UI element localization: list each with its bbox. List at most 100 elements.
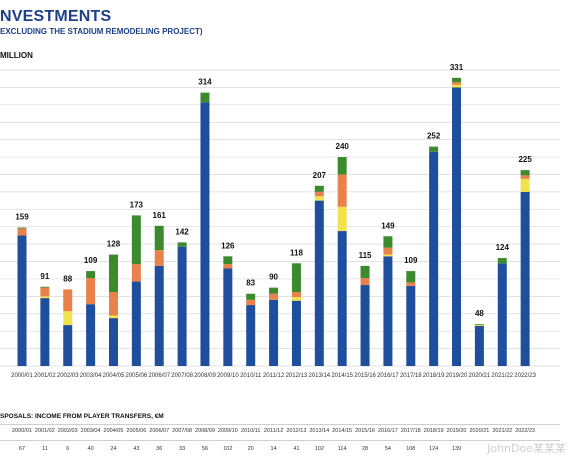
- data-label: 159: [15, 213, 29, 222]
- data-label: 115: [359, 251, 372, 260]
- table-season-cell: 2012/13: [286, 428, 307, 434]
- bar-segment-2016-17-2: [383, 247, 393, 255]
- bar-segment-2002-03-0: [63, 325, 73, 366]
- table-value-cell: 14: [270, 446, 277, 452]
- bar-segment-2001-02-1: [40, 296, 50, 299]
- bar-segment-2018-19-0: [429, 151, 439, 366]
- data-label: 161: [153, 211, 167, 220]
- table-season-cell: 2020/21: [469, 428, 490, 434]
- bar-segment-2018-19-3: [429, 146, 439, 152]
- x-tick-label: 2000/01: [11, 373, 33, 379]
- data-label: 173: [130, 200, 144, 209]
- table-season-cell: 2010/11: [240, 428, 261, 434]
- table-season-cell: 2007/08: [172, 428, 193, 434]
- table-value-cell: 20: [247, 446, 254, 452]
- x-tick-label: 2008/09: [194, 373, 216, 379]
- table-season-cell: 2018/19: [423, 428, 444, 434]
- x-tick-label: 2006/07: [148, 373, 170, 379]
- bar-segment-2009-10-0: [223, 268, 233, 366]
- data-label: 126: [221, 241, 235, 250]
- bar-segment-2019-20-2: [452, 82, 462, 85]
- table-value-cell: 114: [337, 446, 347, 452]
- x-tick-label: 2001/02: [34, 373, 56, 379]
- data-label: 331: [450, 63, 464, 72]
- bar-segment-2014-15-1: [337, 206, 347, 232]
- bar-segment-2013-14-3: [314, 185, 324, 192]
- bar-segment-2001-02-3: [40, 286, 50, 288]
- data-label: 128: [107, 240, 121, 249]
- investments-chart: 159 2000/01 91 2001/02 88 2002/03 109 2003/04 12…: [0, 63, 560, 379]
- bar-segment-2012-13-0: [291, 300, 301, 366]
- data-label: 142: [175, 227, 189, 236]
- table-season-cell: 2015/16: [355, 428, 375, 434]
- x-tick-label: 2019/20: [446, 373, 468, 379]
- x-tick-label: 2003/04: [80, 373, 102, 379]
- bar-segment-2017-18-3: [406, 271, 416, 283]
- data-label: 252: [427, 132, 441, 141]
- data-label: 124: [496, 243, 510, 252]
- bar-segment-2002-03-2: [63, 289, 73, 312]
- x-tick-label: 2021/22: [491, 373, 513, 379]
- bar-segment-2005-06-0: [131, 281, 141, 366]
- bar-segment-2020-21-1: [474, 325, 484, 326]
- table-value-cell: 11: [42, 446, 48, 452]
- bar-segment-2013-14-2: [314, 191, 324, 197]
- bar-segment-2022-23-3: [520, 170, 530, 176]
- bar-segment-2017-18-0: [406, 285, 416, 366]
- bar-segment-2001-02-2: [40, 287, 50, 297]
- bar-segment-2021-22-0: [497, 263, 507, 366]
- transfers-seasons-row: 2000/01 2001/02 2002/03 2003/04 2004/05 2005/…: [0, 428, 572, 438]
- bar-segment-2011-12-0: [269, 299, 279, 366]
- table-value-cell: 54: [384, 446, 391, 452]
- table-divider: [0, 424, 560, 425]
- chart-subtitle: EXCLUDING THE STADIUM REMODELING PROJECT…: [0, 27, 203, 36]
- data-label: 149: [381, 221, 395, 230]
- bar-segment-2001-02-0: [40, 298, 50, 366]
- data-label: 225: [518, 155, 532, 164]
- bar-segment-2013-14-1: [314, 196, 324, 201]
- bar-segment-2000-01-3: [17, 227, 27, 229]
- transfers-table-title: SPOSALS: INCOME FROM PLAYER TRANSFERS, €…: [0, 413, 164, 420]
- bar-segment-2019-20-0: [452, 87, 462, 366]
- table-season-cell: 2019/20: [446, 428, 467, 434]
- table-value-cell: 41: [293, 446, 300, 452]
- bar-segment-2009-10-2: [223, 264, 233, 269]
- x-tick-label: 2014/15: [331, 373, 353, 379]
- table-season-cell: 2017/18: [400, 428, 421, 434]
- table-value-cell: 139: [451, 446, 462, 452]
- bar-segment-2019-20-3: [452, 77, 462, 83]
- bar-segment-2006-07-2: [154, 250, 164, 266]
- x-tick-label: 2018/19: [423, 373, 445, 379]
- table-value-cell: 40: [87, 446, 94, 452]
- data-label: 48: [475, 309, 484, 318]
- bar-segment-2007-08-3: [177, 242, 187, 247]
- bar-segment-2022-23-1: [520, 178, 530, 192]
- bar-segment-2012-13-3: [291, 263, 301, 292]
- bar-segment-2000-01-2: [17, 228, 27, 236]
- bar-segment-2019-20-1: [452, 84, 462, 88]
- bar-segment-2003-04-0: [86, 304, 96, 366]
- bar-segment-2005-06-2: [131, 264, 141, 282]
- bar-segment-2008-09-0: [200, 102, 210, 366]
- table-season-cell: 2002/03: [57, 428, 78, 434]
- bar-segment-2014-15-2: [337, 174, 347, 207]
- table-season-cell: 2016/17: [377, 428, 398, 434]
- table-season-cell: 2001/02: [34, 428, 55, 434]
- bar-segment-2022-23-2: [520, 175, 530, 179]
- transfers-values-row: 67 11 6 40 24 43 36 33 56 102 20 14 41 102 114 28 54 108 1…: [0, 446, 572, 456]
- bar-segment-2016-17-0: [383, 256, 393, 366]
- bar-segment-2010-11-0: [246, 305, 256, 366]
- bar-segment-2000-01-0: [17, 235, 27, 366]
- watermark: JohnDoe某某某: [487, 442, 566, 455]
- x-tick-label: 2013/14: [308, 373, 330, 379]
- x-tick-label: 2010/11: [240, 373, 262, 379]
- x-tick-label: 2005/06: [125, 373, 147, 379]
- bar-segment-2004-05-2: [108, 292, 118, 316]
- table-value-cell: 56: [201, 446, 209, 452]
- bar-segment-2016-17-1: [383, 254, 393, 257]
- table-value-cell: 102: [314, 446, 324, 452]
- bar-segment-2021-22-3: [497, 258, 507, 264]
- bar-segment-2014-15-0: [337, 231, 347, 366]
- data-label: 109: [404, 256, 418, 265]
- data-label: 91: [40, 272, 49, 281]
